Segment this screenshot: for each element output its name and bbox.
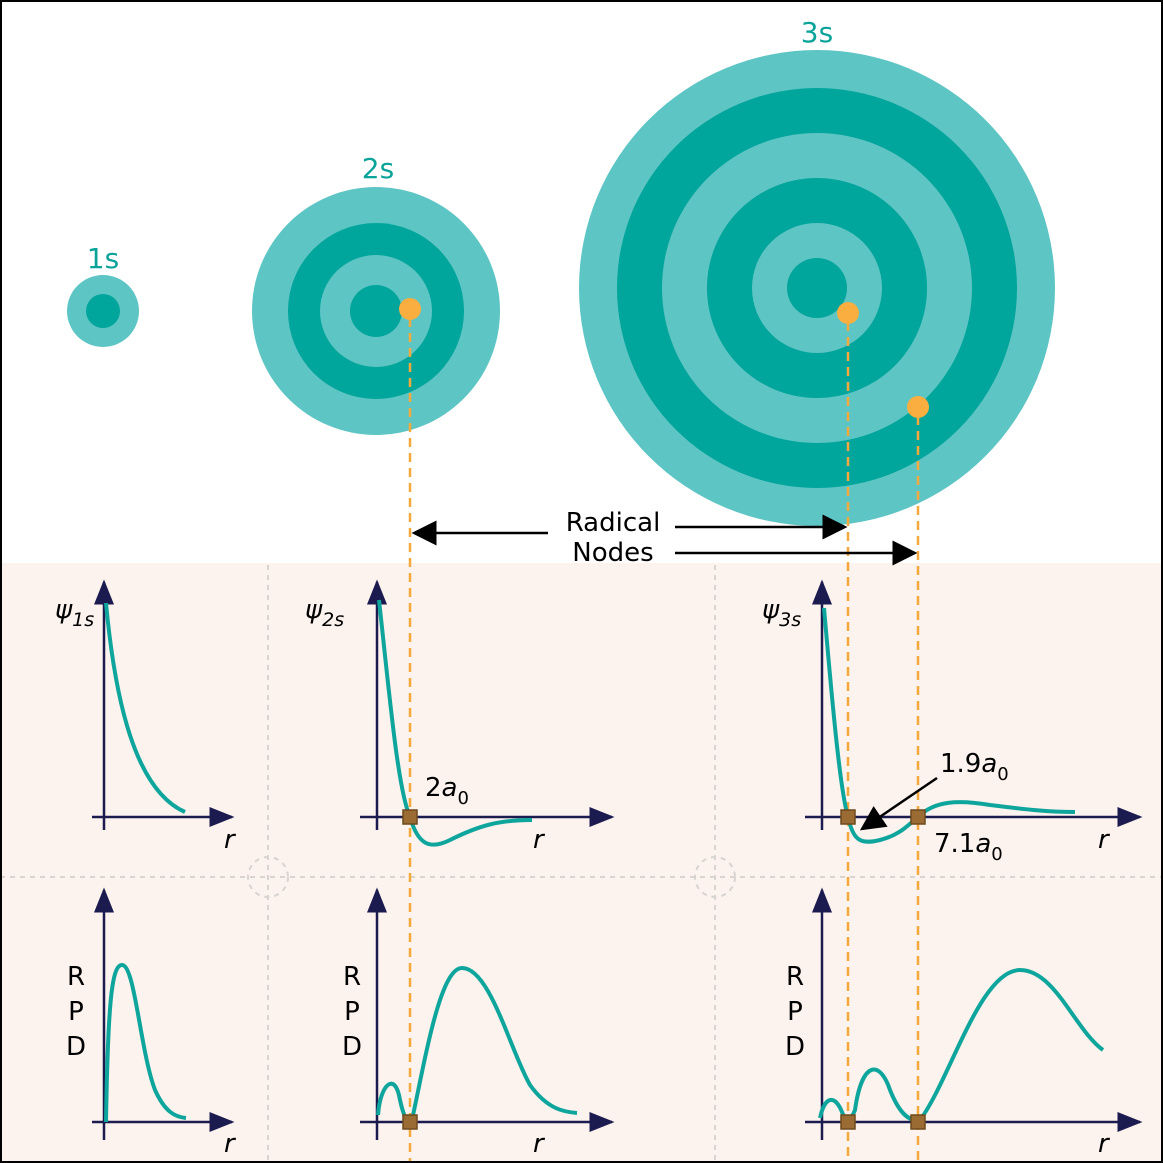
orbital-label: 2s [362,152,394,185]
orbital-label: 3s [801,16,833,49]
rpd-letter: P [787,997,803,1027]
rpd-letter: R [786,962,804,992]
rpd-letter: D [342,1032,362,1062]
rpd-letter: R [343,962,361,992]
orbital-2s [252,187,500,435]
annotation-text: Nodes [572,538,653,568]
orbital-label: 1s [87,242,119,275]
rpd-letter: P [68,997,84,1027]
diagram: 1s 2s 3s Radical Nodes ψ1s ψ2s ψ3s r r r… [0,0,1163,1163]
annotation-text: Radical [566,508,661,538]
rpd-letter: R [67,962,85,992]
rpd-letter: P [344,997,360,1027]
orbital-1s [67,275,139,347]
orbital-3s [579,50,1055,526]
plot-panel [0,563,1163,1163]
rpd-letter: D [785,1032,805,1062]
rpd-letter: D [66,1032,86,1062]
